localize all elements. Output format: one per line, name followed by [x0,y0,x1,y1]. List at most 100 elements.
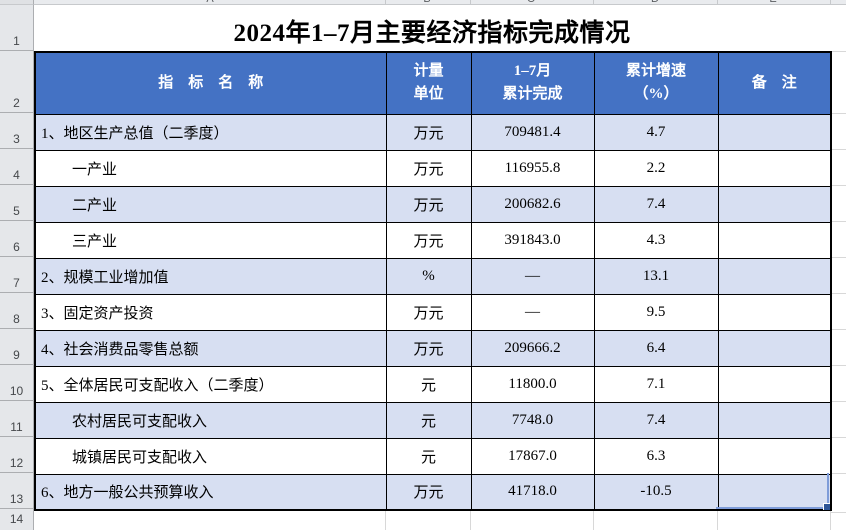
cell-name[interactable]: 6、地方一般公共预算收入 [34,473,387,511]
table-row: 农村居民可支配收入 元 7748.0 7.4 [34,401,832,439]
cell-growth[interactable]: 13.1 [593,257,719,295]
row-header-5[interactable]: 5 [0,185,33,221]
cell-completed[interactable]: 116955.8 [470,149,595,187]
column-header-strip: A B C D E [0,0,846,5]
header-unit[interactable]: 计量 单位 [385,51,472,115]
cell-growth[interactable]: -10.5 [593,473,719,511]
row-header-14[interactable]: 14 [9,512,24,526]
cell-completed[interactable]: 11800.0 [470,365,595,403]
cell-name[interactable]: 4、社会消费品零售总额 [34,329,387,367]
cell-unit[interactable]: 万元 [385,221,472,259]
row-header-10[interactable]: 10 [0,365,33,401]
cell-name[interactable]: 1、地区生产总值（二季度） [34,113,387,151]
cell-completed[interactable]: 391843.0 [470,221,595,259]
selection-border-right [827,473,829,509]
table-row: 3、固定资产投资 万元 — 9.5 [34,293,832,331]
table-row: 三产业 万元 391843.0 4.3 [34,221,832,259]
row-header-13[interactable]: 13 [0,473,33,509]
cell-unit[interactable]: 万元 [385,113,472,151]
cell-remark[interactable] [717,365,832,403]
row-header-9[interactable]: 9 [0,329,33,365]
cell-completed[interactable]: — [470,257,595,295]
column-header-d[interactable]: D [651,0,659,4]
cell-name[interactable]: 一产业 [34,149,387,187]
cell-growth[interactable]: 6.4 [593,329,719,367]
cell-unit[interactable]: 万元 [385,329,472,367]
cell-remark[interactable] [717,401,832,439]
cell-name[interactable]: 3、固定资产投资 [34,293,387,331]
cell-completed[interactable]: 7748.0 [470,401,595,439]
cell-remark[interactable] [717,293,832,331]
title-cell[interactable]: 2024年1–7月主要经济指标完成情况 [34,5,830,51]
cell-name[interactable]: 三产业 [34,221,387,259]
cell-growth[interactable]: 9.5 [593,293,719,331]
column-header-b[interactable]: B [423,0,430,4]
cell-remark[interactable] [717,329,832,367]
cell-unit[interactable]: 万元 [385,293,472,331]
table-row: 二产业 万元 200682.6 7.4 [34,185,832,223]
column-separator [593,0,594,4]
cell-completed[interactable]: 200682.6 [470,185,595,223]
table-row: 4、社会消费品零售总额 万元 209666.2 6.4 [34,329,832,367]
header-remark[interactable]: 备 注 [717,51,832,115]
cell-remark[interactable] [717,185,832,223]
table-row: 2、规模工业增加值 % — 13.1 [34,257,832,295]
cell-name[interactable]: 二产业 [34,185,387,223]
cell-unit[interactable]: 元 [385,401,472,439]
cell-completed[interactable]: 209666.2 [470,329,595,367]
cell-growth[interactable]: 4.7 [593,113,719,151]
table-row: 城镇居民可支配收入 元 17867.0 6.3 [34,437,832,475]
row-header-3[interactable]: 3 [0,113,33,149]
column-header-c[interactable]: C [527,0,535,4]
row-header-7[interactable]: 7 [0,257,33,293]
table-row: 1、地区生产总值（二季度） 万元 709481.4 4.7 [34,113,832,151]
header-growth[interactable]: 累计增速 （%） [593,51,719,115]
page-title: 2024年1–7月主要经济指标完成情况 [233,20,631,47]
cell-unit[interactable]: 元 [385,437,472,475]
cell-remark[interactable] [717,437,832,475]
row-header-6[interactable]: 6 [0,221,33,257]
cell-completed[interactable]: 709481.4 [470,113,595,151]
cell-unit[interactable]: % [385,257,472,295]
cell-remark[interactable] [717,149,832,187]
cell-name[interactable]: 农村居民可支配收入 [34,401,387,439]
row-header-1[interactable]: 1 [0,5,33,51]
cell-growth[interactable]: 2.2 [593,149,719,187]
table-row: 5、全体居民可支配收入（二季度） 元 11800.0 7.1 [34,365,832,403]
row-header-12[interactable]: 12 [0,437,33,473]
row-header-gutter: 1 2 3 4 5 6 7 8 9 10 11 12 13 14 [0,5,34,530]
cell-remark[interactable] [717,473,832,511]
cell-name[interactable]: 2、规模工业增加值 [34,257,387,295]
row-header-8[interactable]: 8 [0,293,33,329]
column-separator [470,0,471,4]
cell-growth[interactable]: 7.1 [593,365,719,403]
cell-completed[interactable]: 41718.0 [470,473,595,511]
cell-remark[interactable] [717,221,832,259]
table-header-row: 指 标 名 称 计量 单位 1–7月 累计完成 累计增速 （%） 备 注 [34,51,832,115]
header-indicator-name[interactable]: 指 标 名 称 [34,51,387,115]
cell-growth[interactable]: 7.4 [593,185,719,223]
cell-growth[interactable]: 7.4 [593,401,719,439]
cell-completed[interactable]: — [470,293,595,331]
select-all-corner[interactable] [0,0,34,5]
header-completed[interactable]: 1–7月 累计完成 [470,51,595,115]
cell-remark[interactable] [717,257,832,295]
cell-unit[interactable]: 万元 [385,149,472,187]
cell-unit[interactable]: 元 [385,365,472,403]
cell-name[interactable]: 城镇居民可支配收入 [34,437,387,475]
row-header-4[interactable]: 4 [0,149,33,185]
cell-growth[interactable]: 6.3 [593,437,719,475]
cell-remark[interactable] [717,113,832,151]
cell-growth[interactable]: 4.3 [593,221,719,259]
row-header-2[interactable]: 2 [0,51,33,113]
cell-name[interactable]: 5、全体居民可支配收入（二季度） [34,365,387,403]
table-row: 一产业 万元 116955.8 2.2 [34,149,832,187]
fill-handle[interactable] [823,503,830,510]
cell-unit[interactable]: 万元 [385,185,472,223]
cell-completed[interactable]: 17867.0 [470,437,595,475]
cell-unit[interactable]: 万元 [385,473,472,511]
column-header-e[interactable]: E [769,0,776,4]
row-header-11[interactable]: 11 [0,401,33,437]
column-header-a[interactable]: A [206,0,213,4]
